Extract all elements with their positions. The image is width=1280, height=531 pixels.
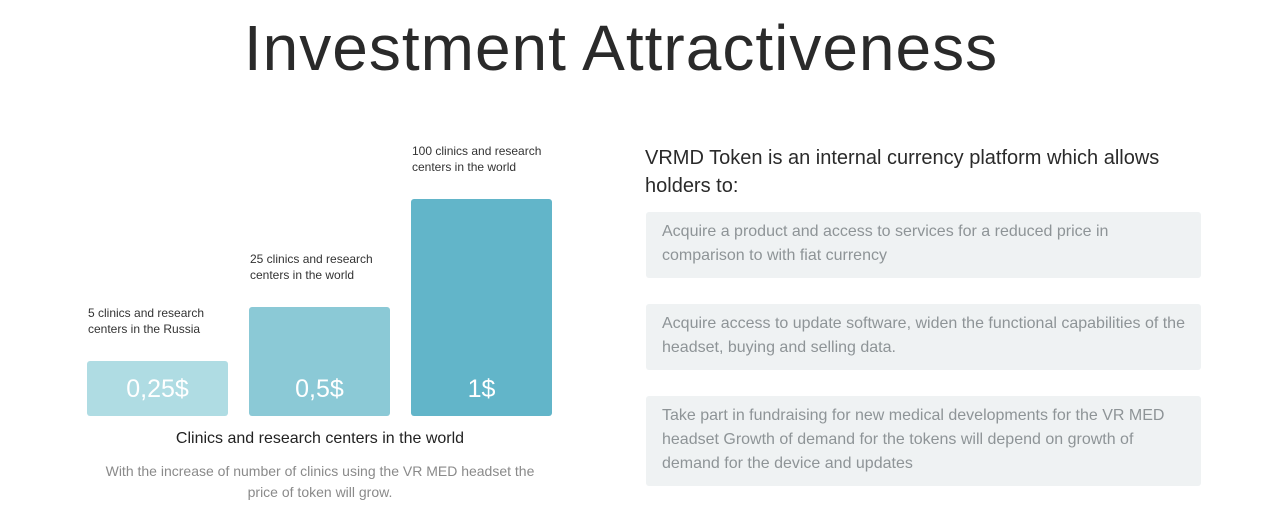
benefit-card: Take part in fundraising for new medical… bbox=[646, 396, 1201, 486]
bar-category-label: 5 clinics and research centers in the Ru… bbox=[88, 306, 205, 336]
bar-value-label: 1$ bbox=[467, 375, 496, 403]
token-heading: VRMD Token is an internal currency platf… bbox=[645, 147, 1160, 197]
benefit-card: Acquire a product and access to services… bbox=[646, 212, 1201, 278]
chart-note: With the increase of number of clinics u… bbox=[105, 463, 535, 500]
bar-value-label: 0,25$ bbox=[126, 375, 189, 403]
bar-100-clinics: 1$ bbox=[411, 199, 552, 416]
bar-category-label: 25 clinics and research centers in the w… bbox=[250, 252, 373, 282]
bar-value-label: 0,5$ bbox=[295, 375, 344, 403]
page-title: Investment Attractiveness bbox=[243, 12, 999, 84]
bar-25-clinics: 0,5$ bbox=[249, 307, 390, 416]
benefit-card: Acquire access to update software, widen… bbox=[646, 304, 1201, 370]
token-price-chart: 0,25$ 0,5$ 1$ 5 clinics and research cen… bbox=[80, 130, 560, 430]
x-axis-label: Clinics and research centers in the worl… bbox=[175, 430, 465, 447]
bar-5-clinics: 0,25$ bbox=[87, 361, 228, 416]
bar-category-label: 100 clinics and research centers in the … bbox=[412, 144, 542, 174]
